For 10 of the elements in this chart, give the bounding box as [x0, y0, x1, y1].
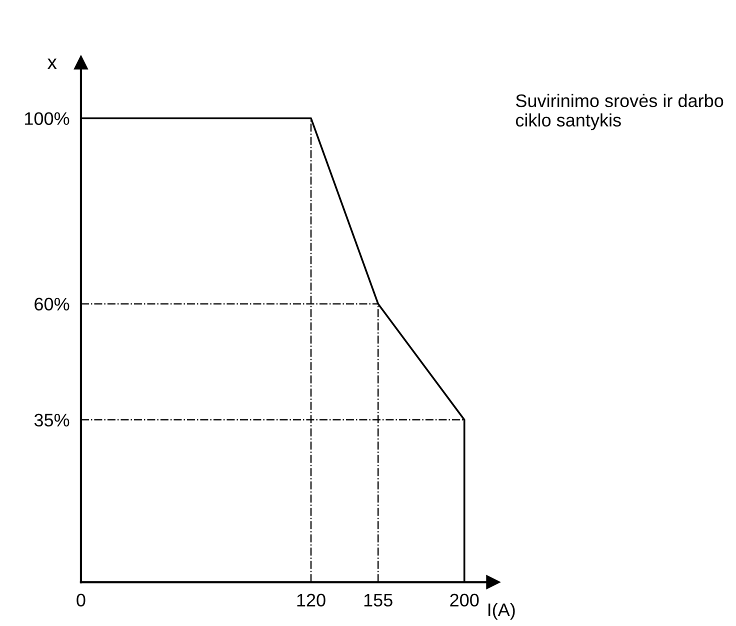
x-tick-label: 200: [450, 594, 479, 607]
text: Suvirinimo srovės ir darbo ciklo santykis: [516, 94, 724, 130]
y-tick-label: 35%: [34, 414, 70, 427]
x-axis-title: I(A): [488, 602, 515, 620]
x-tick-label: 0: [76, 594, 86, 607]
x-tick-label: 120: [297, 594, 326, 607]
y-tick-label: 60%: [34, 298, 70, 311]
y-axis-title: x: [47, 58, 57, 69]
y-tick-label: 100%: [25, 112, 70, 125]
x-tick-label: 155: [364, 594, 392, 607]
